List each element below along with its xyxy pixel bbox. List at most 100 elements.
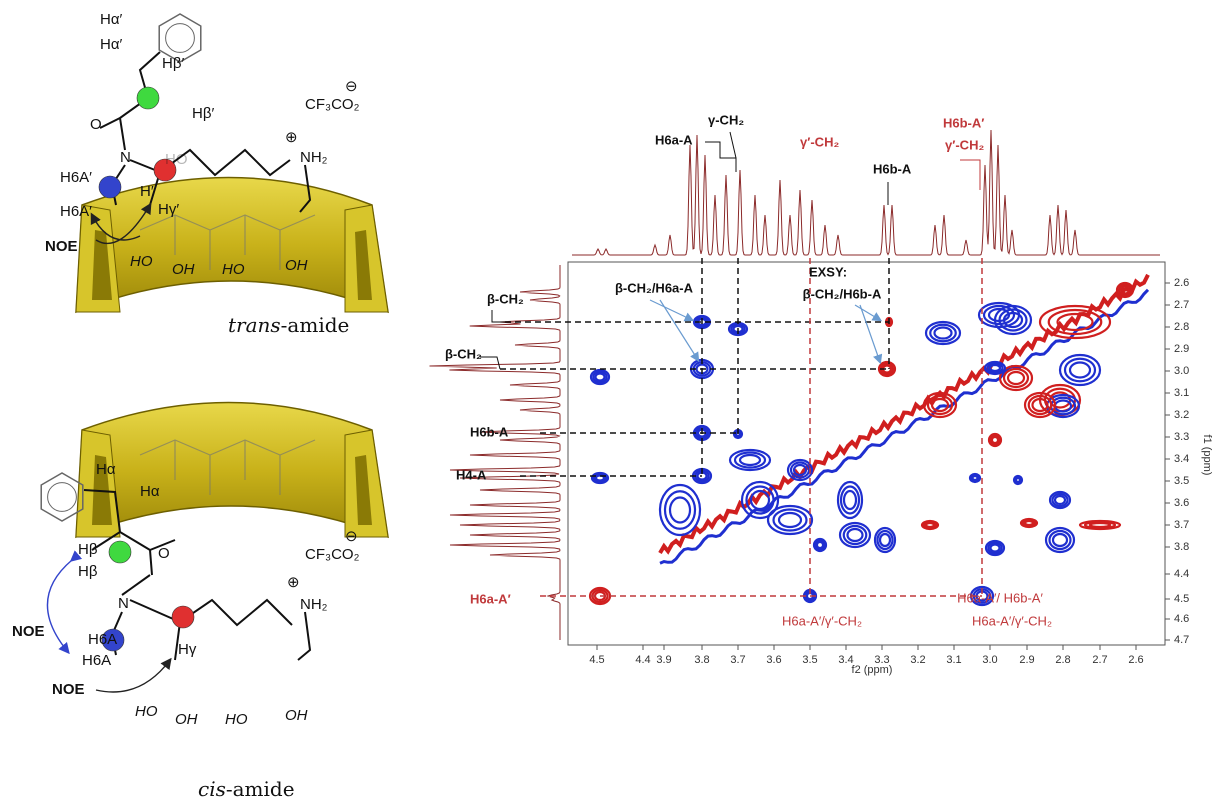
atom-ball xyxy=(98,175,122,199)
contour xyxy=(1117,283,1133,297)
contour xyxy=(930,397,950,413)
contour xyxy=(986,362,1004,374)
f2-trace xyxy=(572,129,1160,256)
contour xyxy=(922,391,958,419)
contour xyxy=(738,453,762,467)
x-tick-label: 4.5 xyxy=(589,654,604,666)
contour xyxy=(814,539,826,551)
atom-label: O xyxy=(158,545,170,562)
atom-label: ⊕ xyxy=(287,574,300,591)
cd-body xyxy=(75,401,389,539)
x-axis-label: f2 (ppm) xyxy=(852,664,893,676)
atom-label: ⊖ xyxy=(345,78,358,95)
contour xyxy=(1048,490,1072,510)
x-tick-label: 2.6 xyxy=(1128,654,1143,666)
y-tick-label: 3.2 xyxy=(1174,409,1189,421)
contour xyxy=(772,508,808,532)
y-tick-label: 3.3 xyxy=(1174,431,1189,443)
y-axis-label: f1 (ppm) xyxy=(1201,435,1213,476)
peak-label: H6b-A xyxy=(470,424,509,439)
atom-label: Hα′ xyxy=(100,36,123,53)
pointer xyxy=(859,304,883,365)
atom-label: H6A′ xyxy=(60,169,92,186)
contour xyxy=(998,308,1028,332)
sugar-ring xyxy=(139,214,316,270)
contour xyxy=(1023,519,1035,527)
ring-label: OH xyxy=(175,711,198,728)
peak-label: H6b-A′ xyxy=(943,115,984,130)
contour xyxy=(873,526,897,554)
x-tick-label: 2.8 xyxy=(1055,654,1070,666)
cd-pillar xyxy=(355,230,372,300)
structures: Hα′Hα′Hβ′Hβ′ONH6A′H6A′HOH′Hγ′NH₂⊕CF₃CO₂⊖… xyxy=(12,11,389,801)
contour xyxy=(989,543,1001,553)
atom-label: H6A xyxy=(82,652,111,669)
peak-label: β-CH₂ xyxy=(445,346,482,361)
atom-label: H6A xyxy=(88,631,117,648)
contour xyxy=(993,304,1033,336)
atom-label: Hγ xyxy=(178,641,197,658)
x-tick-label: 3.3 xyxy=(874,654,889,666)
contour xyxy=(1051,532,1069,548)
peak-label: H6a-A xyxy=(655,132,693,147)
contour xyxy=(1047,308,1103,336)
atom-label: N xyxy=(120,149,131,166)
ring-label: OH xyxy=(172,261,195,278)
caption-prefix: cis xyxy=(198,777,226,801)
f1-trace xyxy=(429,265,561,640)
atom-label: H6A′ xyxy=(60,203,92,220)
y-tick-label: 3.6 xyxy=(1174,497,1189,509)
atom-label: NOE xyxy=(45,238,78,255)
noe-arrow xyxy=(95,202,152,245)
contour xyxy=(777,511,803,529)
contour xyxy=(1115,281,1135,299)
y-tick-label: 2.7 xyxy=(1174,299,1189,311)
contour xyxy=(838,521,872,549)
y-tick-label: 4.7 xyxy=(1174,634,1189,646)
contour xyxy=(842,489,858,511)
y-tick-label: 2.6 xyxy=(1174,277,1189,289)
ring-label: OH xyxy=(285,257,308,274)
contour xyxy=(594,372,606,382)
y-tick-label: 4.5 xyxy=(1174,593,1189,605)
plot-frame xyxy=(567,261,1166,646)
y-tick-label: 3.5 xyxy=(1174,475,1189,487)
contour xyxy=(1014,476,1022,484)
contour xyxy=(1006,370,1026,386)
contour xyxy=(842,524,868,546)
contour xyxy=(1058,353,1102,387)
contour xyxy=(839,485,861,515)
contour xyxy=(982,304,1016,326)
caption-suffix: -amide xyxy=(226,777,295,801)
contour xyxy=(1002,367,1030,389)
atom-ball xyxy=(101,628,125,652)
contour xyxy=(592,473,608,483)
diagonal xyxy=(659,288,1150,565)
noe-arrow xyxy=(46,550,83,655)
x-tick-label: 2.9 xyxy=(1019,654,1034,666)
benzene xyxy=(40,472,84,522)
atom-ball xyxy=(136,86,160,110)
contour xyxy=(989,434,1001,446)
ring-label: HO xyxy=(225,711,248,728)
cyclodextrin xyxy=(75,401,389,539)
atom-ball xyxy=(171,605,195,629)
contour xyxy=(733,451,767,469)
ring-label: HO xyxy=(135,703,158,720)
atom-ball xyxy=(153,158,177,182)
x-tick-label: 3.9 xyxy=(656,654,671,666)
y-tick-label: 3.7 xyxy=(1174,519,1189,531)
benzene xyxy=(165,23,195,53)
contour xyxy=(766,504,814,536)
atom-label: Hβ′ xyxy=(162,55,184,72)
cross-peak-label: H6a-A′/γ′-CH₂ xyxy=(972,613,1052,628)
contour xyxy=(990,435,1000,445)
contour xyxy=(846,527,864,543)
ring-label: OH xyxy=(285,707,308,724)
contour xyxy=(1068,361,1092,379)
contour xyxy=(1056,312,1094,332)
contour xyxy=(1002,311,1024,329)
cd-body xyxy=(75,176,389,314)
peak-label: β-CH₂ xyxy=(487,291,524,306)
